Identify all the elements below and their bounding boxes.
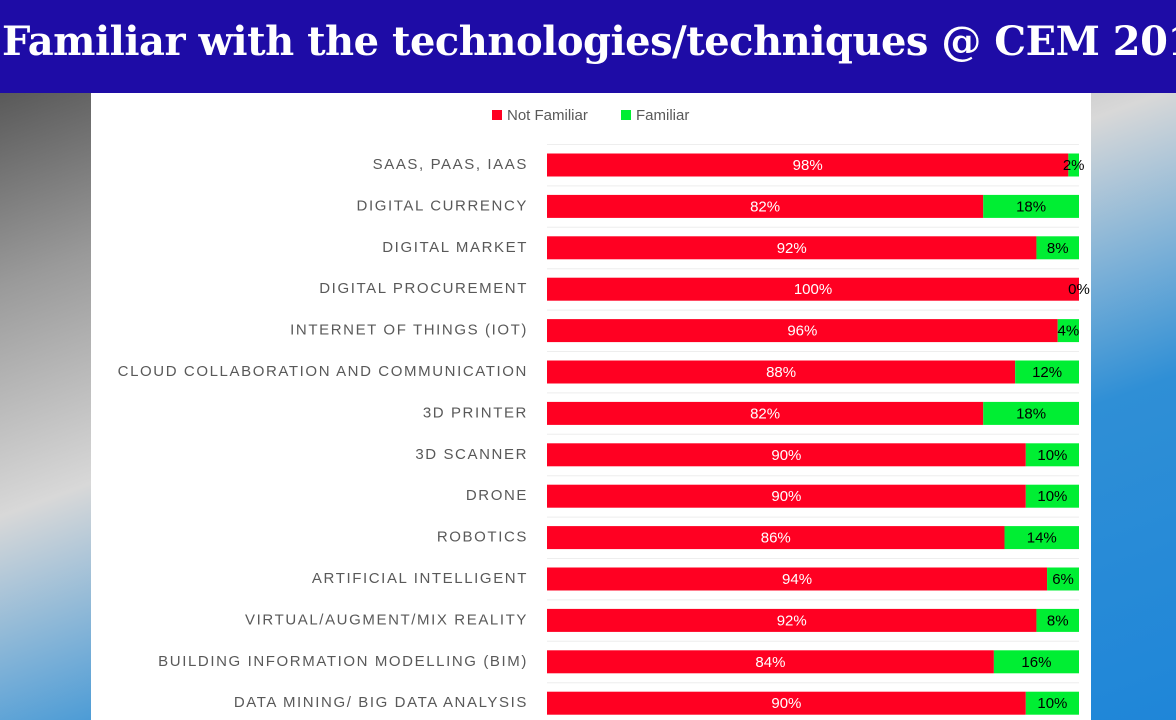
legend-label: Familiar [636,107,689,124]
value-label: 90% [771,488,801,505]
category-label: BUILDING INFORMATION MODELLING (BIM) [158,653,528,670]
bar-segment [547,153,1069,177]
value-label: 96% [787,323,817,340]
category-label: 3D PRINTER [423,404,528,421]
value-label: 98% [793,157,823,174]
value-label: 88% [766,364,796,381]
value-label: 12% [1032,364,1062,381]
category-label: CLOUD COLLABORATION AND COMMUNICATION [118,363,528,380]
value-label: 90% [771,447,801,464]
value-label: 10% [1037,488,1067,505]
bar-segment [1004,526,1079,550]
value-label: 6% [1052,571,1074,588]
value-label: 86% [761,530,791,547]
bar-segment [547,277,1079,301]
category-label: ARTIFICIAL INTELLIGENT [312,570,528,587]
value-label: 14% [1027,530,1057,547]
bar-segment [547,567,1048,591]
legend-label: Not Familiar [507,107,588,124]
bar-segment [547,236,1037,260]
value-label: 92% [777,240,807,257]
bar-segment [1036,236,1079,260]
bar-segment [547,194,984,218]
value-label: 100% [794,281,832,298]
legend-swatch [492,110,502,120]
title-bar: Familiar with the technologies/technique… [0,0,1176,93]
bar-segment [1068,153,1079,177]
category-label: DATA MINING/ BIG DATA ANALYSIS [234,694,528,711]
value-label: 0% [1068,281,1090,298]
bar-segment [1025,443,1079,467]
bar-segment [547,443,1026,467]
value-label: 84% [755,654,785,671]
value-label: 90% [771,695,801,712]
bar-segment [1015,360,1079,384]
bar-segment [983,194,1079,218]
category-label: INTERNET OF THINGS (IOT) [290,322,528,339]
legend-swatch [621,110,631,120]
category-label: 3D SCANNER [415,446,528,463]
value-label: 16% [1021,654,1051,671]
bar-segment [547,650,994,674]
category-label: ROBOTICS [437,529,528,546]
value-label: 94% [782,571,812,588]
slide-title: Familiar with the technologies/technique… [2,18,1176,65]
value-label: 8% [1047,612,1069,629]
category-label: VIRTUAL/AUGMENT/MIX REALITY [245,611,528,628]
bar-segment [1047,567,1079,591]
bar-segment [1025,484,1079,508]
value-label: 92% [777,612,807,629]
value-label: 82% [750,405,780,422]
bar-segment [547,608,1037,632]
value-label: 82% [750,198,780,215]
category-label: DIGITAL MARKET [382,239,528,256]
bar-segment [1036,608,1079,632]
value-label: 18% [1016,405,1046,422]
bar-segment [547,401,984,425]
bar-segment [547,484,1026,508]
bar-segment [547,691,1026,715]
value-label: 4% [1058,323,1080,340]
bar-segment [1025,691,1079,715]
bar-segment [547,319,1058,343]
category-label: SAAS, PAAS, IAAS [373,156,528,173]
bar-segment [993,650,1079,674]
category-label: DIGITAL CURRENCY [357,197,528,214]
category-label: DIGITAL PROCUREMENT [319,280,528,297]
bar-segment [1057,319,1079,343]
category-label: DRONE [466,487,528,504]
value-label: 8% [1047,240,1069,257]
value-label: 10% [1037,447,1067,464]
bar-segment [547,360,1016,384]
bar-segment [547,526,1005,550]
value-label: 2% [1063,157,1085,174]
value-label: 10% [1037,695,1067,712]
bar-segment [983,401,1079,425]
value-label: 18% [1016,198,1046,215]
